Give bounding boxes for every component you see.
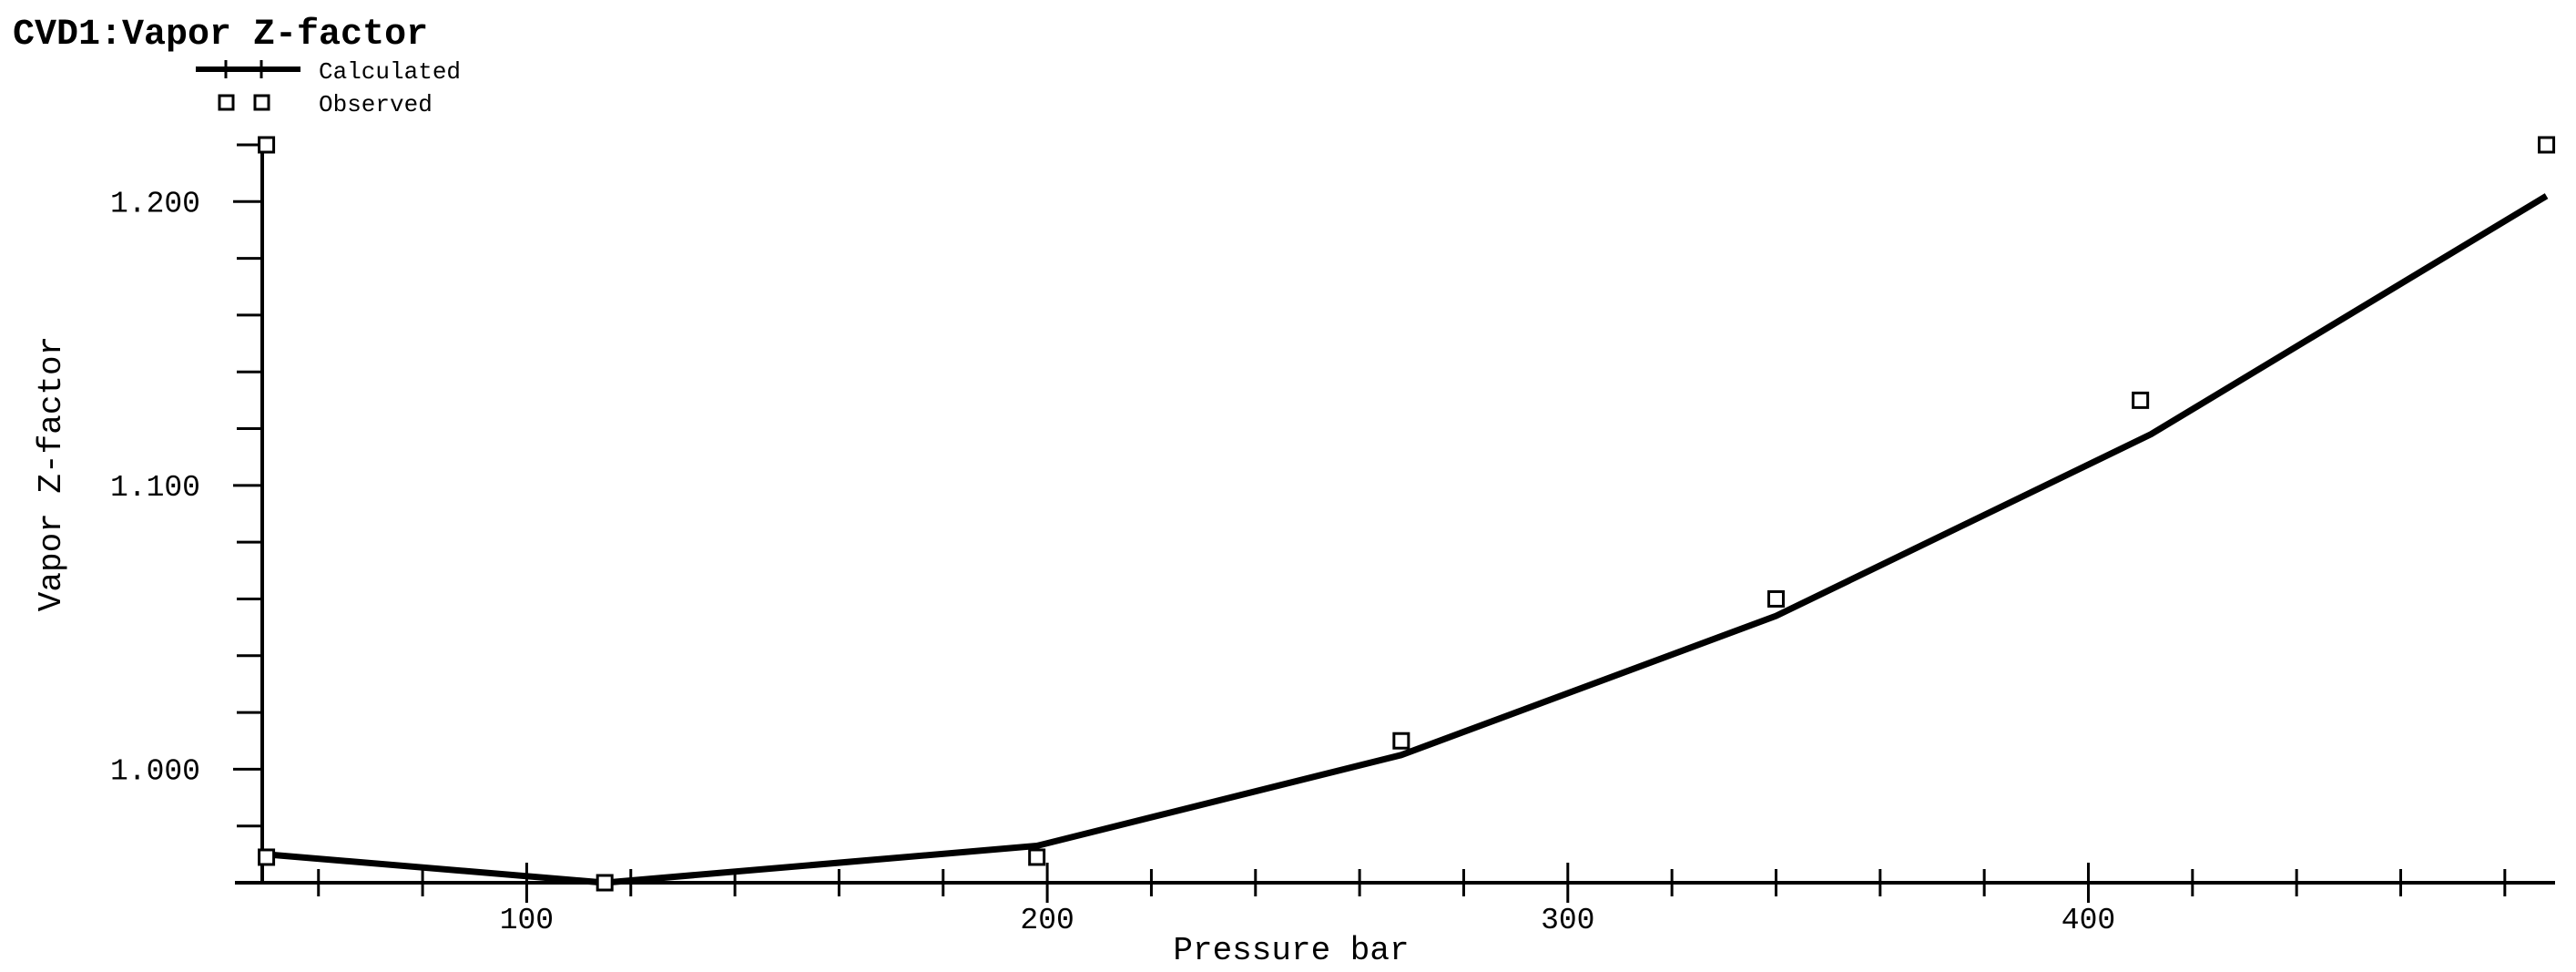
observed-point	[2132, 391, 2150, 409]
y-axis-label: Vapor Z-factor	[33, 336, 70, 611]
y-tick-label: 1.200	[110, 187, 200, 220]
x-tick-label: 300	[1541, 904, 1594, 937]
observed-point	[1767, 589, 1785, 608]
series-calculated-line	[266, 193, 2549, 886]
legend: Calculated Observed	[196, 58, 461, 118]
x-tick-label: 100	[500, 904, 554, 937]
x-tick-label: 200	[1020, 904, 1074, 937]
observed-point	[596, 874, 614, 892]
legend-observed-marker	[218, 94, 235, 111]
y-tick-label: 1.100	[110, 471, 200, 505]
legend-calculated: Calculated	[196, 58, 461, 86]
observed-point	[258, 136, 276, 154]
observed-point	[258, 848, 276, 866]
observed-point	[1392, 732, 1410, 750]
x-tick-label: 400	[2062, 904, 2115, 937]
observed-point	[2538, 136, 2556, 154]
x-axis-label: Pressure bar	[1173, 932, 1409, 969]
legend-calculated-label: Calculated	[319, 58, 461, 86]
plot-area	[258, 136, 2556, 892]
legend-observed: Observed	[218, 91, 433, 118]
observed-point	[1028, 848, 1046, 866]
legend-observed-label: Observed	[319, 91, 433, 118]
legend-observed-marker	[253, 94, 270, 111]
chart-title: CVD1:Vapor Z-factor	[13, 15, 428, 56]
ticks: 100 200 300 400 1.000 1.100 1.200	[110, 143, 2507, 937]
axes	[235, 137, 2555, 885]
y-tick-label: 1.000	[110, 754, 200, 788]
